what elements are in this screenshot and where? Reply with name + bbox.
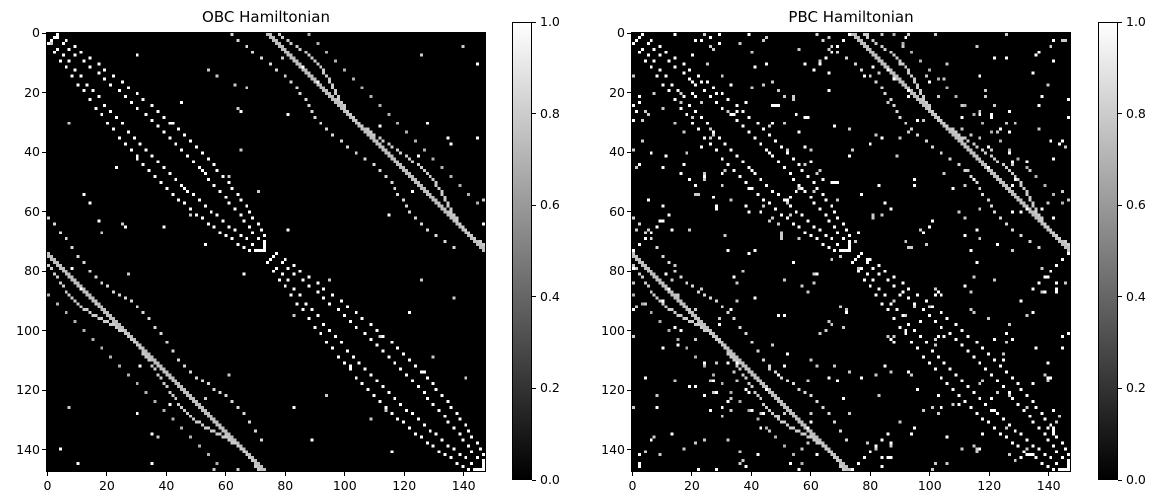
y-tick-label: 20 <box>24 84 40 100</box>
chart-title: OBC Hamiltonian <box>202 8 330 26</box>
colorbar <box>512 22 532 480</box>
colorbar-tick-label: 1.0 <box>540 14 560 29</box>
colorbar <box>1098 22 1118 480</box>
y-tick-label: 0 <box>617 25 625 41</box>
colorbar-tick-label: 0.6 <box>540 197 560 213</box>
y-tick-mark <box>42 330 46 332</box>
colorbar-tick-label: 0.8 <box>1126 105 1146 121</box>
y-tick-mark <box>42 270 46 272</box>
x-tick-mark <box>988 472 990 476</box>
y-tick-mark <box>42 92 46 94</box>
y-tick-label: 120 <box>16 382 40 398</box>
y-tick-label: 140 <box>16 441 40 457</box>
x-tick-label: 40 <box>158 478 175 493</box>
x-tick-mark <box>165 472 167 476</box>
colorbar-tick-mark <box>532 204 536 206</box>
x-tick-label: 40 <box>743 478 760 493</box>
x-tick-mark <box>225 472 227 476</box>
heatmap-image <box>46 32 486 472</box>
y-tick-mark <box>627 211 631 213</box>
colorbar-tick-mark <box>1118 296 1122 298</box>
x-tick-mark <box>403 472 405 476</box>
y-tick-label: 20 <box>609 84 625 100</box>
y-tick-label: 100 <box>16 322 40 338</box>
x-tick-label: 0 <box>43 478 52 493</box>
heatmap-image <box>631 32 1071 472</box>
y-tick-label: 60 <box>24 203 40 219</box>
x-tick-label: 20 <box>683 478 700 493</box>
y-tick-label: 0 <box>32 25 40 41</box>
colorbar-tick-mark <box>1118 387 1122 389</box>
x-tick-label: 0 <box>628 478 637 493</box>
y-tick-mark <box>627 151 631 153</box>
x-tick-mark <box>1048 472 1050 476</box>
x-tick-mark <box>106 472 108 476</box>
x-tick-label: 80 <box>277 478 294 493</box>
y-tick-mark <box>627 449 631 451</box>
colorbar-tick-mark <box>532 387 536 389</box>
x-tick-mark <box>344 472 346 476</box>
y-tick-mark <box>627 389 631 391</box>
y-tick-mark <box>42 151 46 153</box>
x-tick-mark <box>691 472 693 476</box>
y-tick-label: 120 <box>601 382 625 398</box>
x-tick-label: 120 <box>977 478 1002 493</box>
colorbar-tick-mark <box>1118 204 1122 206</box>
y-tick-label: 40 <box>24 144 40 160</box>
x-tick-label: 100 <box>332 478 357 493</box>
y-tick-mark <box>627 32 631 34</box>
colorbar-tick-mark <box>1118 21 1122 23</box>
colorbar-tick-mark <box>1118 113 1122 115</box>
y-tick-mark <box>42 449 46 451</box>
colorbar-tick-label: 0.0 <box>1126 472 1146 487</box>
y-tick-mark <box>627 270 631 272</box>
x-tick-label: 60 <box>802 478 819 493</box>
y-tick-mark <box>42 32 46 34</box>
x-tick-mark <box>46 472 48 476</box>
y-tick-label: 60 <box>609 203 625 219</box>
x-tick-mark <box>810 472 812 476</box>
x-tick-label: 80 <box>862 478 879 493</box>
x-tick-label: 60 <box>217 478 234 493</box>
y-tick-mark <box>627 92 631 94</box>
x-tick-label: 140 <box>451 478 476 493</box>
x-tick-mark <box>631 472 633 476</box>
colorbar-tick-mark <box>532 479 536 481</box>
colorbar-tick-label: 1.0 <box>1126 14 1146 29</box>
colorbar-tick-label: 0.6 <box>1126 197 1146 213</box>
chart-title: PBC Hamiltonian <box>788 8 914 26</box>
y-tick-label: 80 <box>609 263 625 279</box>
colorbar-tick-mark <box>1118 479 1122 481</box>
x-tick-mark <box>463 472 465 476</box>
x-tick-label: 100 <box>917 478 942 493</box>
colorbar-tick-label: 0.8 <box>540 105 560 121</box>
y-tick-label: 80 <box>24 263 40 279</box>
x-tick-label: 140 <box>1036 478 1061 493</box>
colorbar-tick-mark <box>532 113 536 115</box>
y-tick-label: 100 <box>601 322 625 338</box>
colorbar-tick-label: 0.0 <box>540 472 560 487</box>
colorbar-tick-label: 0.4 <box>1126 288 1146 304</box>
colorbar-tick-label: 0.2 <box>1126 380 1146 396</box>
colorbar-tick-label: 0.4 <box>540 288 560 304</box>
x-tick-mark <box>869 472 871 476</box>
x-tick-mark <box>750 472 752 476</box>
y-tick-label: 140 <box>601 441 625 457</box>
y-tick-mark <box>627 330 631 332</box>
x-tick-mark <box>929 472 931 476</box>
y-tick-mark <box>42 389 46 391</box>
x-tick-label: 120 <box>392 478 417 493</box>
colorbar-tick-label: 0.2 <box>540 380 560 396</box>
y-tick-mark <box>42 211 46 213</box>
x-tick-mark <box>284 472 286 476</box>
x-tick-label: 20 <box>98 478 115 493</box>
y-tick-label: 40 <box>609 144 625 160</box>
colorbar-tick-mark <box>532 296 536 298</box>
colorbar-tick-mark <box>532 21 536 23</box>
